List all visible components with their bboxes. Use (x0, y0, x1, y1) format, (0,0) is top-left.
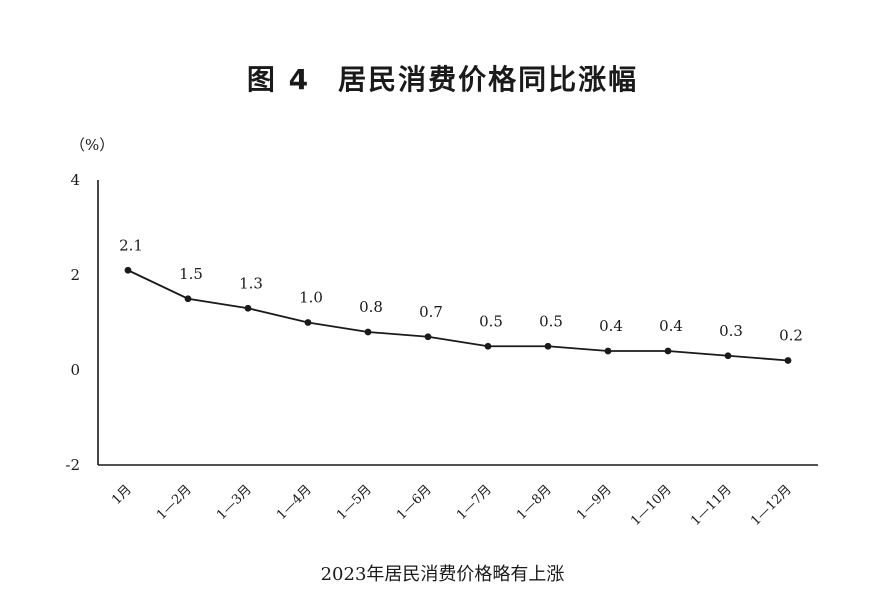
x-tick-label: 1—11月 (688, 482, 735, 529)
data-label: 1.3 (239, 274, 263, 292)
x-tick-label: 1—6月 (394, 482, 435, 523)
x-tick-label: 1—3月 (214, 482, 255, 523)
figure-number: 图 4 (246, 63, 311, 96)
data-label: 0.4 (599, 317, 623, 335)
x-tick-label: 1—7月 (454, 482, 495, 523)
y-tick-label: 2 (70, 266, 80, 284)
chart-title: 图 4 居民消费价格同比涨幅 (0, 58, 885, 98)
data-point (484, 342, 492, 350)
data-point (364, 328, 372, 336)
chart-caption: 2023年居民消费价格略有上涨 (320, 564, 565, 585)
x-tick-label: 1—9月 (574, 482, 615, 523)
data-point (664, 347, 672, 355)
x-tick-label: 1—4月 (274, 482, 315, 523)
y-tick-label: 0 (70, 361, 80, 379)
x-tick-label: 1—10月 (628, 482, 675, 529)
data-point (784, 357, 792, 364)
data-label: 2.1 (119, 236, 143, 254)
data-point (604, 347, 612, 355)
data-label: 0.8 (359, 298, 383, 316)
data-label: 1.5 (179, 265, 203, 283)
data-point (184, 295, 192, 303)
data-point (304, 319, 312, 326)
data-label: 0.3 (719, 322, 743, 340)
x-tick-label: 1—12月 (748, 482, 795, 529)
data-point (424, 333, 432, 341)
data-label: 0.7 (419, 303, 443, 321)
data-point (724, 352, 732, 360)
data-label: 1.0 (299, 289, 323, 307)
chart-title-text: 居民消费价格同比涨幅 (338, 63, 639, 96)
x-tick-label: 1月 (109, 482, 135, 508)
data-label: 0.2 (779, 327, 803, 345)
y-tick-label: -2 (65, 456, 80, 474)
series-line (127, 269, 789, 362)
data-label: 0.5 (539, 312, 563, 330)
data-point (544, 342, 552, 350)
data-point (124, 266, 132, 274)
y-unit-label: （%） (70, 136, 114, 154)
y-tick-label: 4 (70, 171, 80, 189)
x-tick-label: 1—8月 (514, 482, 555, 523)
data-label: 0.5 (479, 312, 503, 330)
data-point (244, 304, 252, 312)
x-tick-label: 1—2月 (154, 482, 195, 523)
data-label: 0.4 (659, 317, 683, 335)
x-tick-label: 1—5月 (334, 482, 375, 523)
